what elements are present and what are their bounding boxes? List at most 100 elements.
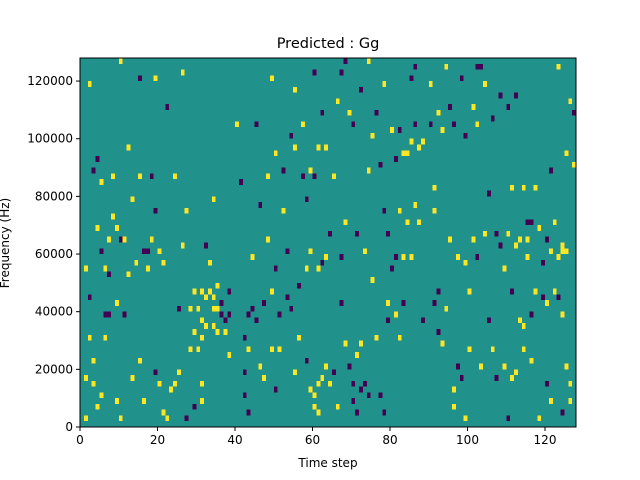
heatmap-cell [506, 415, 511, 422]
heatmap-cell [297, 334, 301, 341]
heatmap-cell [347, 363, 352, 370]
heatmap-cell [382, 81, 387, 87]
heatmap-cell [215, 282, 220, 289]
heatmap-cell [409, 75, 414, 82]
y-tick-label: 80000 [35, 189, 73, 203]
heatmap-cell [262, 300, 266, 306]
heatmap-cell [328, 380, 332, 387]
y-tick-label: 60000 [35, 247, 73, 261]
x-tick-label: 100 [456, 433, 479, 447]
heatmap-cell [510, 375, 514, 381]
heatmap-cell [293, 86, 297, 93]
heatmap-cell [300, 121, 305, 128]
heatmap-cell [285, 294, 290, 301]
heatmap-cell [351, 380, 356, 387]
heatmap-cell [196, 305, 201, 312]
heatmap-cell [215, 328, 220, 335]
heatmap-cell [250, 254, 255, 260]
heatmap-cell [242, 334, 247, 341]
heatmap-cell [486, 317, 491, 324]
axes: 0 20 40 60 80 100 120 0 20000 40000 60000 80000 1000… [27, 57, 577, 447]
heatmap-cell [130, 375, 135, 381]
heatmap-cell [114, 300, 119, 306]
heatmap-cell [560, 409, 565, 416]
heatmap-cell [347, 109, 352, 116]
heatmap-cell [455, 363, 460, 370]
heatmap-cell [339, 254, 344, 260]
heatmap-cell [281, 207, 286, 214]
heatmap-cell [362, 380, 367, 387]
heatmap-cell [122, 311, 127, 318]
heatmap-cell [521, 346, 526, 353]
heatmap-cell [409, 254, 414, 260]
heatmap-cell [118, 58, 123, 64]
plot-area [80, 58, 576, 427]
heatmap-cell [514, 92, 518, 99]
heatmap-cell [552, 288, 557, 295]
heatmap-cell [510, 288, 514, 295]
heatmap-cell [428, 81, 433, 87]
heatmap-cell [200, 288, 204, 295]
heatmap-cell [359, 386, 363, 393]
heatmap-cell [207, 288, 212, 295]
heatmap-cell [471, 104, 476, 110]
heatmap-cell [312, 392, 317, 399]
heatmap-cell [196, 346, 201, 353]
heatmap-cell [529, 311, 534, 318]
heatmap-cell [223, 317, 228, 324]
heatmap-cell [235, 121, 239, 128]
heatmap-cell [87, 334, 92, 341]
heatmap-cell [83, 415, 88, 422]
heatmap-cell [324, 144, 328, 151]
heatmap-cell [556, 63, 561, 70]
heatmap-cell [176, 369, 181, 376]
heatmap-cell [180, 242, 185, 249]
heatmap-cell [533, 288, 538, 295]
heatmap-cell [370, 277, 375, 283]
heatmap-cell [324, 254, 328, 260]
heatmap-cell [370, 132, 375, 139]
heatmap-cell [200, 317, 204, 324]
heatmap-cell [568, 380, 573, 387]
heatmap-cell [138, 173, 142, 180]
heatmap-cell [246, 409, 251, 416]
heatmap-cell [529, 357, 534, 364]
heatmap-cell [107, 311, 111, 318]
heatmap-cell [99, 248, 104, 255]
heatmap-cell [316, 265, 321, 272]
heatmap-cell [285, 248, 290, 255]
heatmap-cell [432, 207, 437, 214]
heatmap-cell [545, 380, 549, 387]
heatmap-cell [142, 398, 146, 404]
x-axis-label: Time step [297, 456, 357, 470]
heatmap-cell [541, 259, 545, 266]
heatmap-cell [107, 271, 111, 278]
heatmap-cell [142, 248, 146, 255]
heatmap-cell [393, 311, 398, 318]
heatmap-cell [366, 58, 371, 64]
heatmap-cell [417, 219, 421, 226]
heatmap-cell [211, 196, 216, 203]
heatmap-cell [300, 173, 305, 180]
heatmap-cell [510, 184, 514, 191]
heatmap-cell [339, 300, 344, 306]
heatmap-cell [374, 109, 379, 116]
heatmap-cell [165, 104, 170, 110]
heatmap-cell [134, 259, 139, 266]
heatmap-cell [393, 254, 398, 260]
heatmap-cell [254, 121, 259, 128]
heatmap-cell [378, 392, 383, 399]
heatmap-cell [417, 144, 421, 151]
heatmap-cell [490, 346, 495, 353]
heatmap-cell [471, 236, 476, 243]
heatmap-cell [541, 294, 545, 301]
heatmap-cell [258, 202, 263, 208]
heatmap-cell [165, 415, 170, 422]
heatmap-cell [525, 236, 530, 243]
heatmap-cell [204, 323, 208, 329]
x-tick-label: 40 [227, 433, 242, 447]
heatmap-cell [459, 75, 464, 82]
heatmap-cell [246, 346, 251, 353]
heatmap-cell [273, 150, 278, 157]
